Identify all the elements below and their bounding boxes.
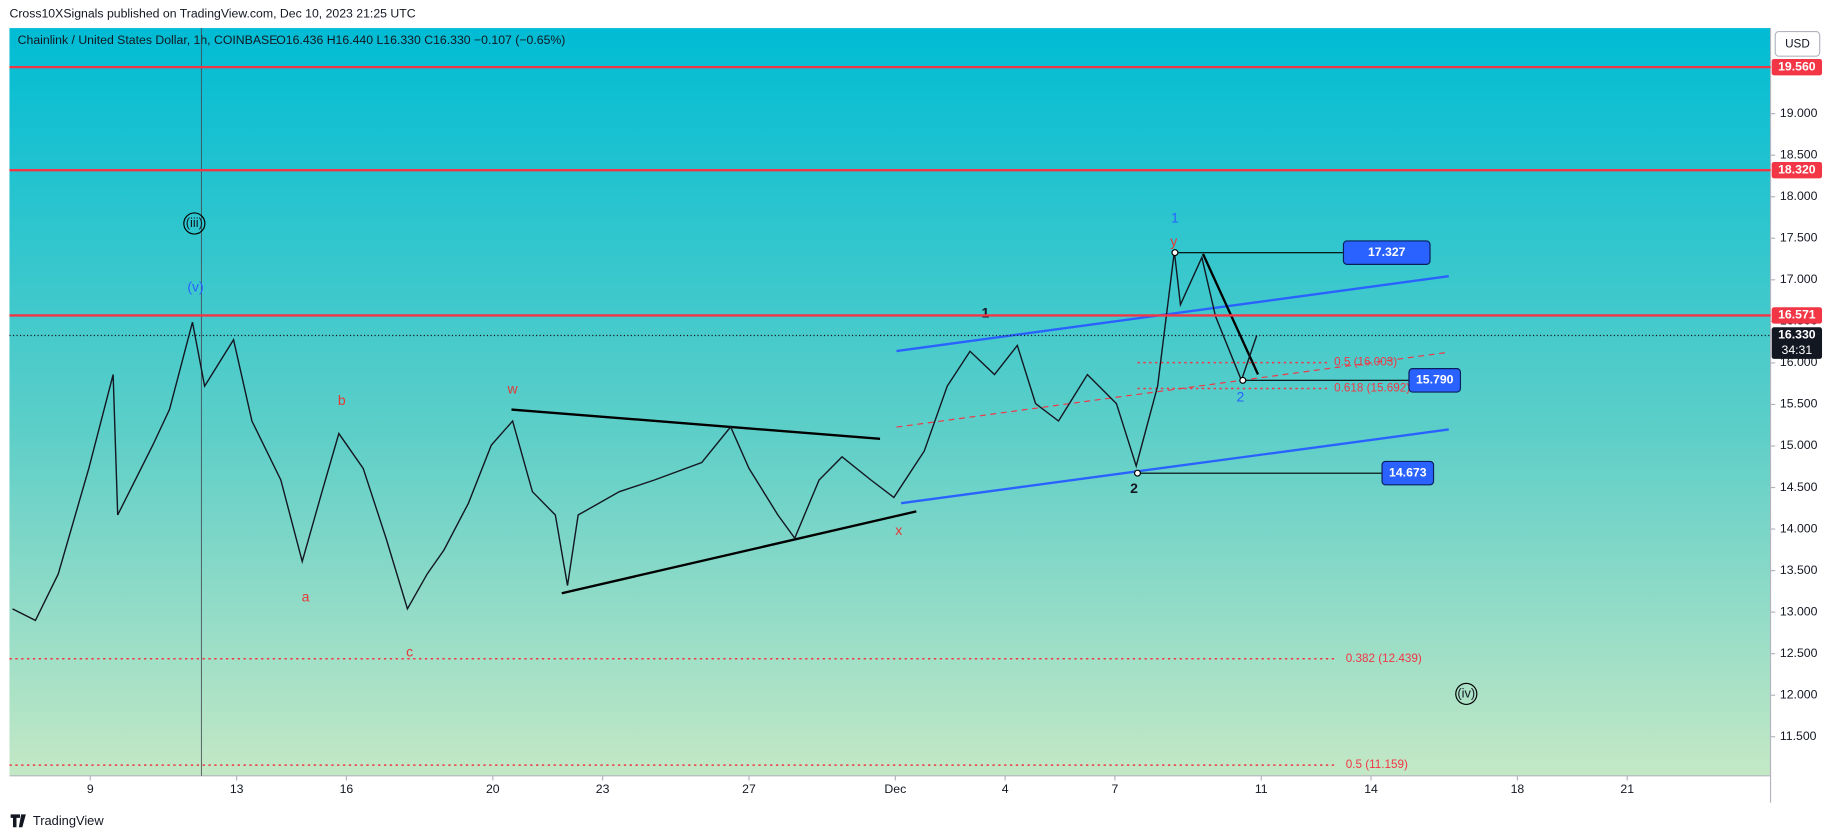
last-price-label: 16.330 [1778,328,1816,342]
fib-label: 0.5 (16.003) [1334,356,1397,369]
countdown: 34:31 [1782,343,1813,357]
y-tick-label: 15.500 [1780,397,1818,411]
footer: TradingView [10,813,104,828]
channel-upper [896,274,1449,353]
wave-labels: (iii) (v) a b c w x 1 2 y 1 2 (iv) [183,210,1478,706]
wave-label: b [338,392,346,408]
y-tick-label: 12.500 [1780,646,1818,660]
wave-label: c [406,644,413,660]
y-tick-label: 11.500 [1780,729,1817,743]
wave-label: 2 [1237,389,1245,405]
fib-label: 0.5 (11.159) [1346,758,1408,771]
ohlc-legend: O16.436 H16.440 L16.330 C16.330 −0.107 (… [276,33,565,47]
y-tick-label: 15.000 [1780,438,1818,452]
x-tick-label: 14 [1364,782,1378,796]
level-tag-label: 18.320 [1778,162,1816,176]
publish-header: Cross10XSignals published on TradingView… [9,6,415,20]
y-tick-label: 17.500 [1780,231,1818,245]
callout-box [1381,460,1435,486]
level-tag-label: 16.571 [1778,308,1816,322]
level-tag-label: 19.560 [1778,59,1816,73]
symbol-title: Chainlink / United States Dollar, 1h, CO… [18,33,278,47]
last-price-tag [1771,327,1823,359]
y-tick-label: 19.000 [1780,106,1818,120]
fib-label: 0.382 (12.439) [1346,652,1422,665]
drawings [511,253,1449,595]
currency-label[interactable]: USD [1785,38,1810,51]
level-tag [1771,58,1823,76]
x-tick-label: 27 [742,782,756,796]
callout-box [1342,240,1431,265]
fib-label: 0.618 (15.692) [1334,382,1410,395]
wave-label: 1 [981,304,989,320]
y-tick-label: 12.000 [1780,687,1818,701]
wave-label: 2 [1130,480,1138,496]
wave-label: a [302,589,310,605]
price-line [12,251,1258,622]
level-tag [1771,161,1823,179]
x-tick-label: 13 [230,782,244,796]
y-tick-label: 13.500 [1780,563,1818,577]
x-tick-label: 11 [1255,782,1268,796]
triangle-upper [511,408,881,440]
callout-box [1408,368,1462,393]
y-tick-label: 18.000 [1780,189,1818,203]
currency-button[interactable] [1774,31,1821,57]
wave-label: (iii) [186,215,203,230]
wave-circle [183,212,206,235]
y-tick-label: 13.000 [1780,604,1818,618]
x-tick-label: 4 [1002,782,1009,796]
down-trendline [1201,253,1260,375]
y-tick-label: 18.500 [1780,147,1818,161]
wave-label: y [1170,233,1177,249]
x-tick-label: 18 [1511,782,1525,796]
footer-logo [10,814,26,828]
wave-label: w [507,380,519,396]
footer-brand: TradingView [33,813,104,828]
callout-anchor [1239,376,1247,384]
triangle-lower [561,510,917,595]
x-tick-label: 23 [596,782,610,796]
wave-label: 1 [1171,210,1179,226]
y-tick-label: 17.000 [1780,272,1818,286]
channel-mid [896,351,1449,428]
x-tick-label: 9 [87,782,94,796]
x-tick-label: 7 [1111,782,1118,796]
callout-anchor [1171,249,1179,257]
wave-label: x [895,522,902,538]
callout-label: 14.673 [1389,465,1427,479]
wave-label: (iv) [1457,685,1475,700]
x-tick-label: 21 [1620,782,1634,796]
callout-anchor [1133,469,1141,477]
x-tick-label: 20 [486,782,500,796]
wave-circle [1455,682,1478,706]
x-tick-label: Dec [884,782,906,796]
x-tick-label: 16 [340,782,354,796]
callout-label: 15.790 [1416,373,1454,387]
y-tick-label: 14.500 [1780,480,1818,494]
callout-label: 17.327 [1368,245,1406,259]
plot-background [9,28,1771,776]
y-tick-label: 14.000 [1780,521,1818,535]
wave-label: (v) [187,279,203,295]
channel-lower [900,428,1449,505]
level-tag [1771,307,1823,324]
